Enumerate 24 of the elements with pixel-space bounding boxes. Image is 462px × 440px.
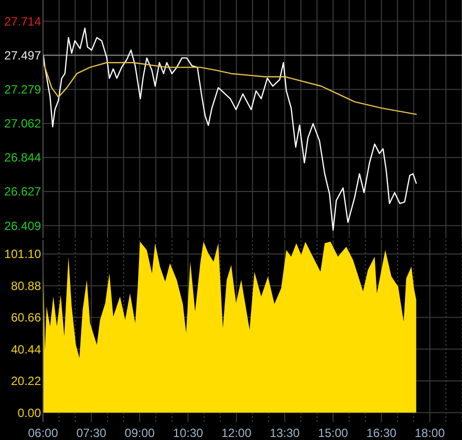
y-tick-label: 20.22	[10, 374, 42, 388]
y-tick-label: 26.409	[4, 218, 42, 233]
x-tick-label: 16:30	[366, 426, 397, 440]
x-tick-label: 07:30	[76, 426, 107, 440]
x-tick-label: 06:00	[28, 426, 58, 440]
y-tick-label: 60.66	[10, 310, 42, 325]
y-tick-label: 40.44	[10, 342, 42, 356]
x-tick-label: 15:00	[318, 426, 348, 440]
y-tick-label: 80.88	[10, 278, 42, 293]
y-tick-label: 27.497	[4, 48, 42, 62]
x-tick-label: 09:00	[124, 426, 156, 440]
y-tick-label: 26.627	[4, 184, 42, 199]
y-tick-label: 0.00	[18, 406, 42, 420]
y-tick-label: 27.279	[4, 82, 42, 97]
x-tick-label: 13:30	[270, 426, 300, 440]
y-tick-label: 101.10	[4, 247, 42, 262]
y-tick-label: 27.062	[4, 116, 42, 131]
x-tick-label: 10:30	[173, 426, 204, 440]
x-tick-label: 18:00	[414, 426, 446, 440]
line-series	[42, 62, 417, 115]
line-series	[42, 28, 417, 231]
x-tick-label: 12:00	[221, 426, 252, 440]
y-tick-label: 26.844	[4, 150, 42, 165]
y-tick-label: 27.714	[4, 14, 42, 28]
